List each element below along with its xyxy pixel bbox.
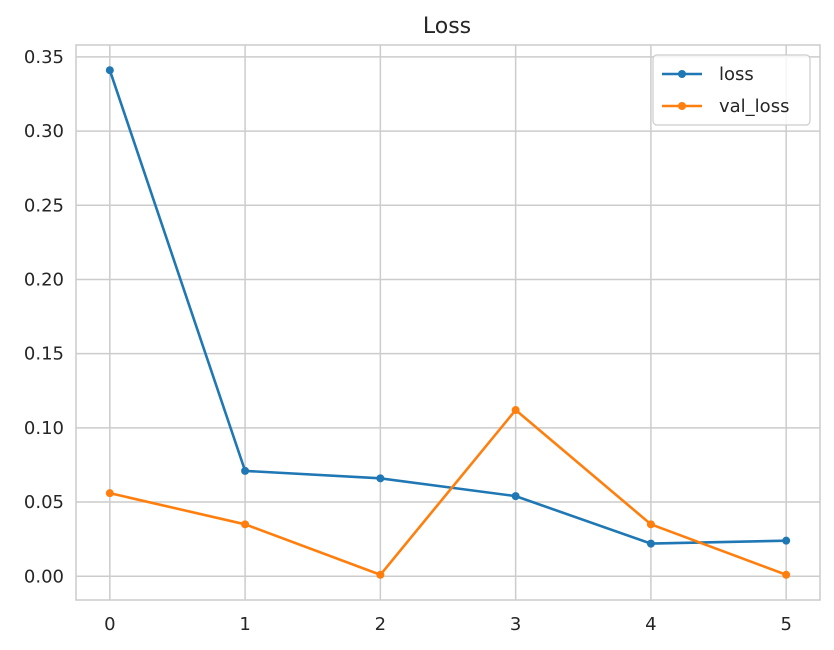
y-tick-label: 0.35 bbox=[24, 47, 64, 68]
y-tick-label: 0.25 bbox=[24, 195, 64, 216]
data-point-loss bbox=[105, 66, 114, 75]
y-tick-label: 0.20 bbox=[24, 269, 64, 290]
legend-box bbox=[652, 54, 811, 126]
series-line-loss bbox=[108, 68, 788, 545]
x-tick-label: 3 bbox=[510, 614, 521, 635]
x-tick-label: 0 bbox=[104, 614, 115, 635]
x-tick-label: 4 bbox=[645, 614, 656, 635]
data-point-loss bbox=[376, 474, 385, 483]
y-tick-label: 0.30 bbox=[24, 121, 64, 142]
data-point-loss bbox=[241, 466, 250, 475]
data-point-loss bbox=[646, 539, 655, 548]
y-tick-label: 0.05 bbox=[24, 492, 64, 513]
legend-marker-loss bbox=[678, 70, 686, 78]
y-tick-label: 0.10 bbox=[24, 418, 64, 439]
series-line-val_loss bbox=[108, 408, 788, 577]
tick-layer: 0 1 2 3 4 5 0.00 0.05 0.10 0.15 0.20 0.25 0.30 0.35 bbox=[24, 47, 792, 635]
data-point-loss bbox=[782, 536, 791, 545]
data-point-val_loss bbox=[105, 489, 114, 498]
x-tick-label: 5 bbox=[780, 614, 791, 635]
data-point-val_loss bbox=[646, 520, 655, 529]
data-point-val_loss bbox=[376, 570, 385, 579]
legend-marker-val_loss bbox=[678, 102, 686, 110]
y-tick-label: 0.15 bbox=[24, 344, 64, 365]
data-point-val_loss bbox=[241, 520, 250, 529]
data-point-val_loss bbox=[782, 570, 791, 579]
legend-label-loss: loss bbox=[719, 64, 754, 85]
plot-frame bbox=[75, 44, 821, 601]
data-point-val_loss bbox=[511, 406, 520, 415]
series-layer bbox=[105, 66, 791, 579]
legend: loss val_loss bbox=[652, 54, 811, 126]
x-tick-label: 1 bbox=[239, 614, 250, 635]
legend-label-val_loss: val_loss bbox=[719, 96, 789, 117]
data-point-loss bbox=[511, 492, 520, 501]
x-tick-label: 2 bbox=[375, 614, 386, 635]
grid-layer bbox=[76, 45, 820, 600]
y-tick-label: 0.00 bbox=[24, 566, 64, 587]
chart-title: Loss bbox=[423, 14, 471, 39]
